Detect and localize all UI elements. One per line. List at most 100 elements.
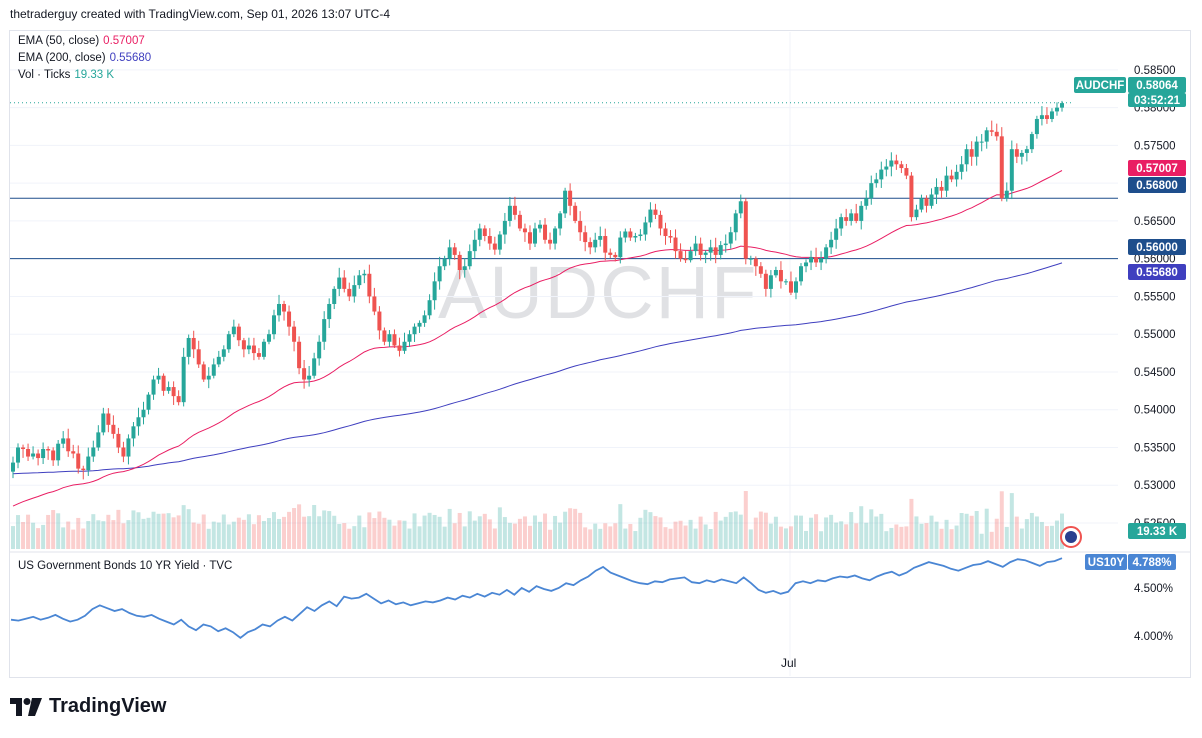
us10y-value-badge-bg	[1128, 554, 1176, 570]
volume-bar	[708, 529, 713, 549]
volume-bar	[788, 526, 793, 549]
candle-body	[297, 341, 302, 369]
candle-body	[919, 198, 924, 210]
volume-bar	[482, 513, 487, 549]
last-price-badge: 0.58064	[1136, 80, 1178, 92]
legend-ema50[interactable]: EMA (50, close) 0.57007	[18, 34, 145, 49]
price-tick-label: 0.57500	[1134, 140, 1176, 152]
candle-body	[954, 171, 959, 180]
candle-body	[884, 166, 889, 170]
candle-body	[347, 288, 352, 297]
volume-bar	[1049, 525, 1054, 549]
candle-body	[668, 236, 673, 238]
volume-bar	[66, 521, 71, 549]
volume-bar	[312, 505, 317, 549]
volume-badge: 19.33 K	[1137, 526, 1178, 538]
candle-body	[392, 334, 397, 346]
candle-body	[1009, 149, 1014, 191]
candle-body	[362, 273, 367, 276]
candle-body	[131, 426, 136, 439]
candle-body	[266, 334, 271, 342]
volume-bar	[397, 520, 402, 549]
volume-bar	[297, 504, 302, 549]
level-high-badge: 0.56800	[1136, 180, 1178, 192]
candle-body	[317, 341, 322, 359]
candle-body	[226, 334, 231, 350]
candle-body	[723, 243, 728, 246]
symbol-badge: AUDCHF	[1076, 80, 1125, 92]
candle-body	[859, 205, 864, 221]
candle-body	[1004, 190, 1009, 199]
candle-body	[733, 213, 738, 233]
candle-body	[869, 183, 874, 199]
price-tick-label: 0.55500	[1134, 291, 1176, 303]
candle-body	[713, 247, 718, 255]
candle-body	[46, 448, 51, 451]
candle-body	[1024, 149, 1029, 153]
volume-bar	[733, 511, 738, 549]
volume-bar	[387, 519, 392, 549]
candle-body	[834, 228, 839, 240]
candle-body	[1049, 111, 1054, 119]
volume-bar	[492, 528, 497, 549]
candle-body	[447, 247, 452, 259]
last-price-badge-bg	[1128, 77, 1186, 93]
candle-body	[66, 438, 71, 452]
candle-body	[482, 228, 487, 237]
candle-body	[236, 326, 241, 341]
legend-ema200[interactable]: EMA (200, close) 0.55680	[18, 51, 151, 66]
volume-bar	[859, 506, 864, 549]
subchart-title[interactable]: US Government Bonds 10 YR Yield · TVC	[18, 560, 233, 572]
volume-bar	[156, 513, 161, 549]
ema50-line	[12, 170, 1063, 507]
volume-bar	[949, 529, 954, 549]
candle-body	[171, 387, 176, 397]
legend-value: 19.33 K	[74, 69, 115, 81]
tradingview-footer[interactable]: TradingView	[10, 695, 166, 718]
volume-bar	[713, 511, 718, 549]
candle-body	[367, 273, 372, 297]
candle-body	[432, 281, 437, 301]
volume-bar	[688, 519, 693, 549]
volume-bar	[472, 520, 477, 549]
candle-body	[81, 468, 86, 471]
volume-bar	[106, 514, 111, 549]
legend-volume[interactable]: Vol · Ticks 19.33 K	[18, 68, 114, 83]
candle-body	[292, 326, 297, 342]
volume-bar	[558, 522, 563, 549]
candle-body	[287, 311, 292, 327]
volume-bar	[372, 518, 377, 549]
candle-body	[357, 275, 362, 286]
candle-body	[984, 130, 989, 142]
candle-body	[748, 258, 753, 260]
volume-bar	[1019, 528, 1024, 549]
volume-bar	[824, 517, 829, 549]
volume-bar	[116, 509, 121, 549]
volume-bar	[377, 511, 382, 549]
volume-bar	[939, 528, 944, 549]
candle-body	[773, 270, 778, 276]
candle-body	[703, 252, 708, 255]
candle-body	[558, 213, 563, 229]
yield-tick-label: 4.500%	[1134, 583, 1173, 595]
candle-body	[126, 438, 131, 457]
volume-bar	[131, 510, 136, 549]
candle-body	[1034, 118, 1039, 135]
candle-body	[216, 356, 221, 365]
volume-bar	[146, 517, 151, 549]
candle-body	[1060, 103, 1064, 108]
volume-bar	[126, 520, 131, 549]
volume-bar	[76, 517, 81, 549]
tradingview-logo-icon	[10, 697, 42, 716]
candle-body	[176, 396, 181, 403]
volume-bar	[347, 528, 352, 549]
candle-body	[949, 175, 954, 180]
candle-body	[864, 198, 869, 206]
candle-body	[598, 236, 603, 240]
price-tick-label: 0.54500	[1134, 367, 1176, 379]
volume-bar	[231, 521, 236, 549]
volume-bar	[96, 520, 101, 549]
currency-flag-icon-inner	[1065, 531, 1077, 543]
volume-bar	[517, 518, 522, 549]
